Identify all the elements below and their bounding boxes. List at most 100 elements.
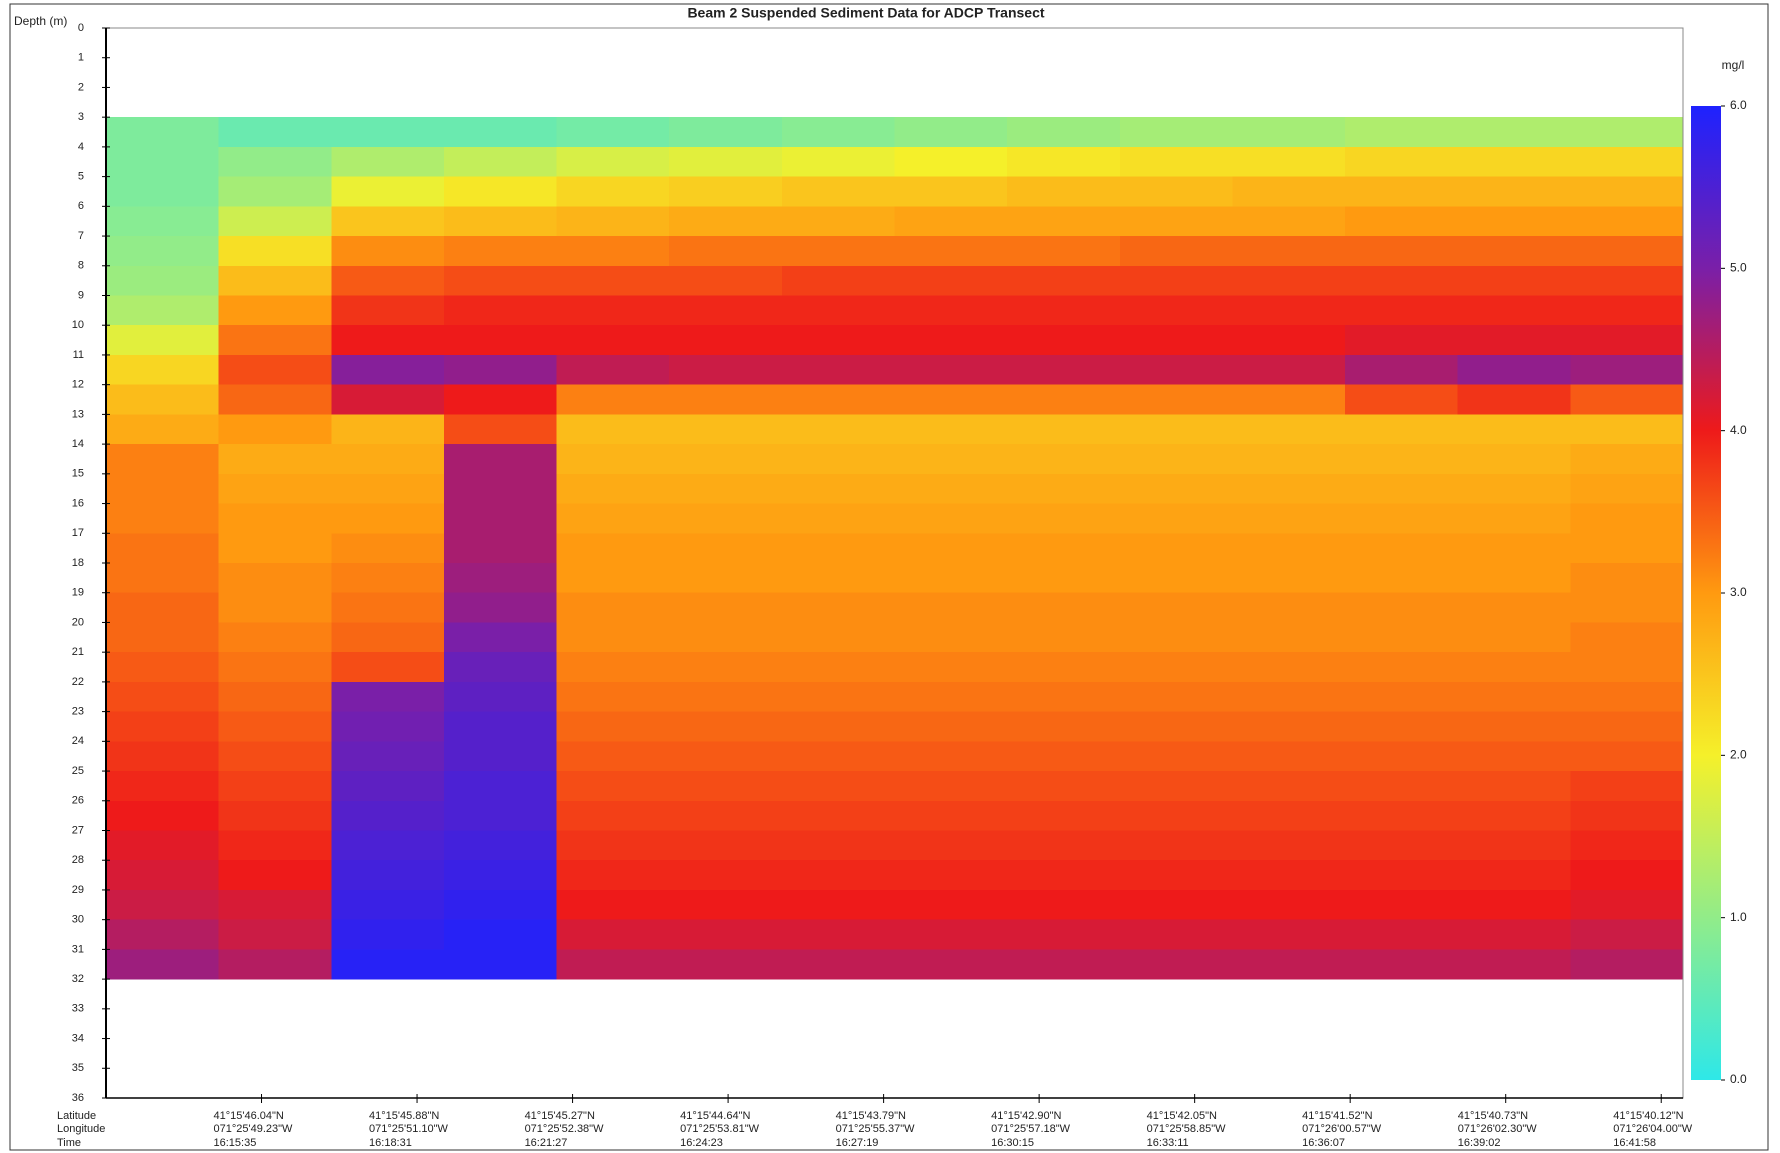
heatmap-cell — [1570, 889, 1684, 921]
heatmap-cell — [1570, 206, 1684, 237]
heatmap-cell — [556, 889, 670, 921]
heatmap-cell — [1570, 146, 1684, 178]
y-tick-label: 9 — [78, 289, 84, 301]
heatmap-cell — [1232, 265, 1346, 296]
heatmap-cell — [1457, 860, 1571, 891]
heatmap-cell — [1119, 949, 1233, 980]
heatmap-cell — [1570, 949, 1684, 980]
colorbar-tick-label: 6.0 — [1730, 98, 1747, 112]
heatmap-cell — [556, 265, 670, 296]
heatmap-cell — [1457, 919, 1571, 950]
heatmap-cell — [443, 206, 558, 237]
heatmap-cell — [331, 830, 445, 861]
heatmap-cell — [443, 563, 558, 594]
heatmap-cell — [669, 889, 783, 921]
heatmap-cell — [894, 652, 1008, 683]
heatmap-cell — [1457, 146, 1571, 178]
frame — [9, 3, 1769, 1151]
heatmap-cell — [1007, 919, 1121, 950]
heatmap-cell — [443, 444, 558, 475]
heatmap-cell — [1232, 800, 1346, 831]
heatmap-cell — [106, 652, 220, 683]
x-tick-label: 071°26'04.00"W — [1613, 1123, 1693, 1135]
heatmap-cell — [1119, 830, 1233, 861]
heatmap-cell — [894, 295, 1008, 326]
heatmap-cell — [894, 146, 1008, 178]
x-tick-label: 41°15'44.64"N — [680, 1110, 750, 1122]
heatmap-cell — [781, 563, 895, 594]
heatmap-cell — [894, 949, 1008, 980]
y-tick-label: 25 — [72, 765, 84, 777]
heatmap-cell — [218, 354, 332, 386]
y-tick-label: 28 — [72, 854, 84, 866]
heatmap-cell — [1345, 295, 1459, 326]
heatmap-cell — [331, 592, 445, 623]
heatmap-cell — [669, 384, 783, 415]
x-tick-label: 16:41:58 — [1613, 1137, 1656, 1149]
heatmap-cell — [1007, 681, 1121, 713]
heatmap-cell — [1457, 265, 1571, 296]
y-tick-label: 27 — [72, 824, 84, 836]
heatmap-cell — [1570, 503, 1684, 534]
heatmap-cell — [218, 444, 332, 475]
heatmap-cell — [781, 473, 895, 505]
heatmap-cell — [331, 354, 445, 386]
y-tick-label: 18 — [72, 557, 84, 569]
y-tick-label: 13 — [72, 408, 84, 420]
heatmap-cell — [1232, 117, 1346, 148]
heatmap-cell — [331, 622, 445, 653]
heatmap-cell — [106, 325, 220, 356]
y-tick-label: 22 — [72, 676, 84, 688]
heatmap-cell — [669, 354, 783, 386]
heatmap-cell — [1119, 711, 1233, 742]
heatmap-cell — [1570, 295, 1684, 326]
y-tick-label: 3 — [78, 111, 84, 123]
y-tick-label: 32 — [72, 973, 84, 985]
heatmap-cell — [1007, 949, 1121, 980]
heatmap-cell — [556, 563, 670, 594]
heatmap-cell — [106, 146, 220, 178]
heatmap-cell — [1345, 146, 1459, 178]
heatmap-cell — [443, 117, 558, 148]
y-tick-label: 24 — [72, 735, 84, 747]
heatmap-cell — [1345, 889, 1459, 921]
heatmap-cell — [781, 771, 895, 802]
heatmap-cell — [556, 354, 670, 386]
x-tick-label: 41°15'40.73"N — [1458, 1110, 1528, 1122]
heatmap-cell — [1345, 771, 1459, 802]
heatmap-cell — [556, 592, 670, 623]
heatmap-cell — [331, 503, 445, 534]
heatmap-cell — [556, 236, 670, 267]
y-tick-label: 14 — [72, 438, 84, 450]
heatmap-cell — [669, 176, 783, 207]
heatmap-cell — [781, 919, 895, 950]
x-tick-label: 41°15'43.79"N — [836, 1110, 906, 1122]
heatmap-cell — [1232, 354, 1346, 386]
heatmap-cell — [106, 711, 220, 742]
heatmap-cell — [218, 949, 332, 980]
y-tick-label: 16 — [72, 497, 84, 509]
heatmap-cell — [1007, 265, 1121, 296]
heatmap-cell — [218, 236, 332, 267]
heatmap-cell — [331, 711, 445, 742]
y-tick-label: 12 — [72, 379, 84, 391]
heatmap-cell — [1457, 384, 1571, 415]
heatmap-cell — [1232, 414, 1346, 445]
heatmap-cell — [1007, 771, 1121, 802]
y-tick-label: 31 — [72, 943, 84, 955]
heatmap-cell — [781, 206, 895, 237]
heatmap-cell — [1345, 800, 1459, 831]
heatmap-cell — [781, 236, 895, 267]
heatmap-cell — [106, 741, 220, 772]
x-tick-label: 071°25'51.10"W — [369, 1123, 449, 1135]
heatmap-cell — [443, 265, 558, 296]
heatmap-cell — [1570, 236, 1684, 267]
y-tick-label: 35 — [72, 1062, 84, 1074]
y-tick-label: 4 — [78, 141, 84, 153]
heatmap-cell — [1007, 592, 1121, 623]
heatmap-cell — [1457, 325, 1571, 356]
heatmap-cell — [443, 176, 558, 207]
heatmap-cell — [1345, 860, 1459, 891]
heatmap-cell — [443, 236, 558, 267]
heatmap-cell — [781, 949, 895, 980]
